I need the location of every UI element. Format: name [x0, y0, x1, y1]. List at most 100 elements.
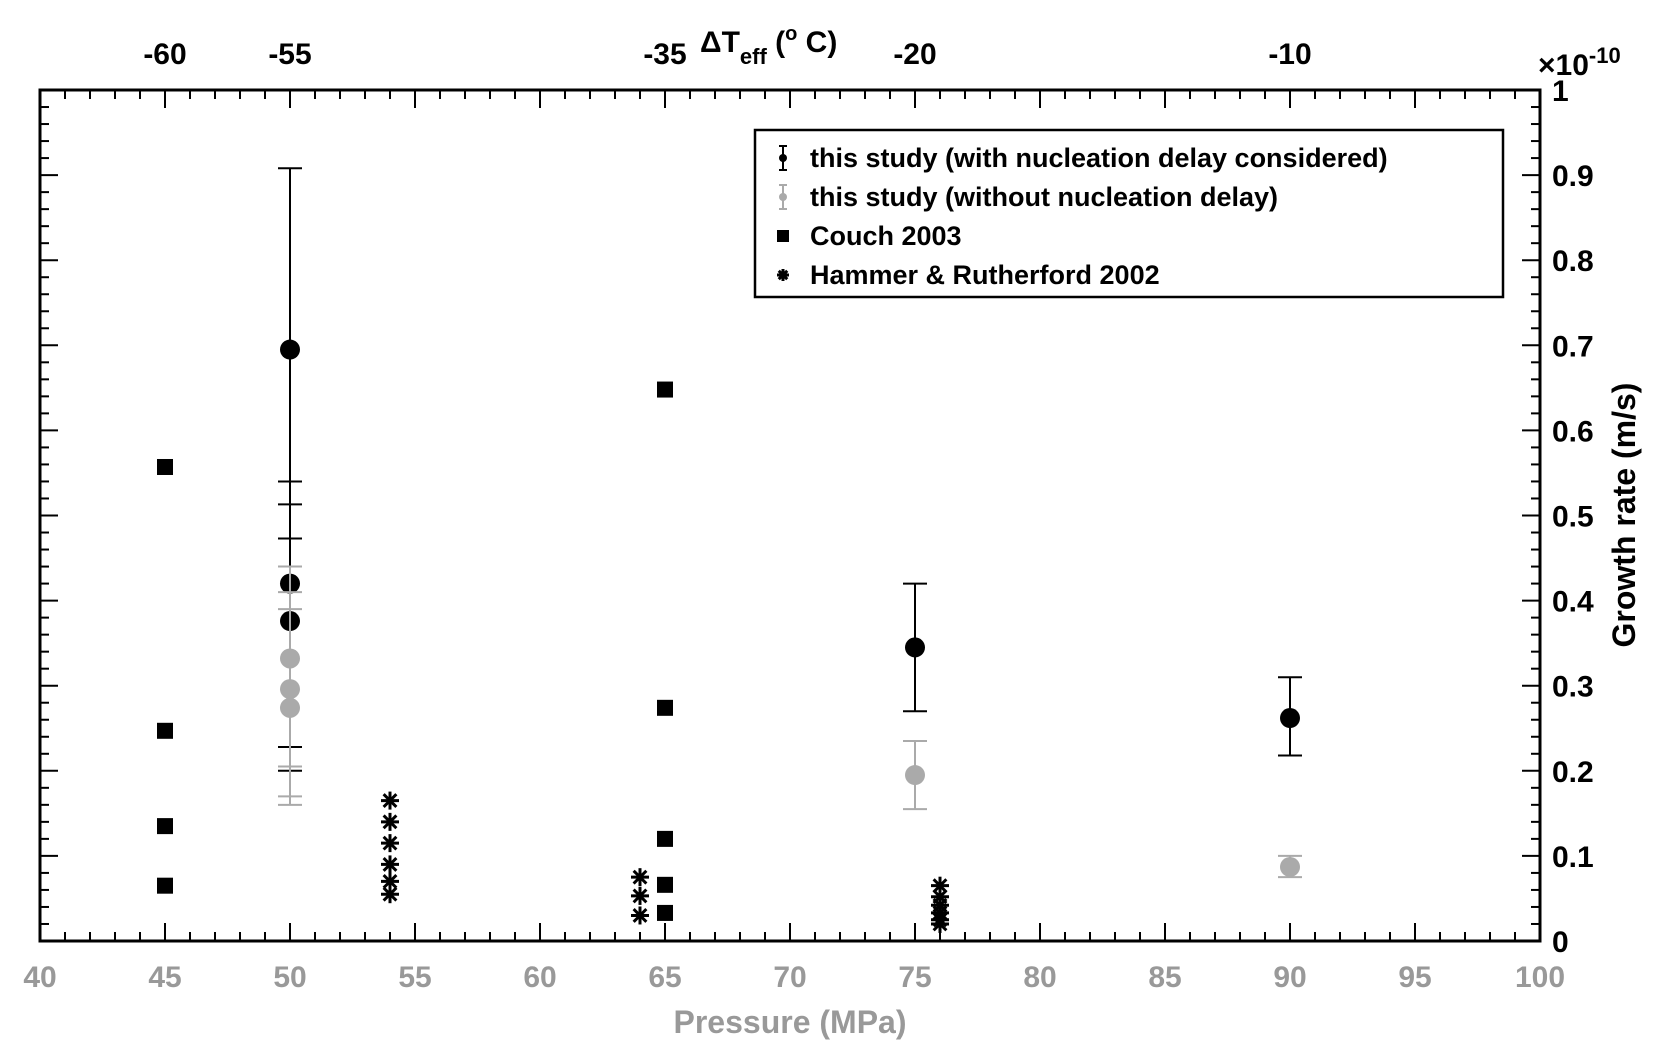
legend-label: this study (without nucleation delay) — [810, 182, 1278, 212]
legend-label: Hammer & Rutherford 2002 — [810, 260, 1160, 290]
data-point — [381, 812, 399, 831]
y-tick-labels: 0 0.1 0.2 0.3 0.4 0.5 0.6 0.7 0.8 0.9 1 — [1552, 75, 1594, 959]
top-tick-label: -10 — [1268, 38, 1311, 71]
asterisk-stroke — [382, 886, 398, 902]
y-tick-label: 0.2 — [1552, 756, 1594, 789]
legend-label: Couch 2003 — [810, 221, 962, 251]
series-2 — [278, 565, 1302, 879]
data-point — [631, 886, 649, 905]
top-axis-label-main: ΔT — [700, 26, 740, 59]
asterisk-stroke — [632, 888, 648, 904]
x-tick-label: 70 — [773, 961, 806, 994]
data-point — [280, 339, 300, 360]
asterisk-stroke — [932, 916, 948, 932]
legend-item: this study (without nucleation delay) — [779, 182, 1278, 212]
data-point — [931, 914, 949, 933]
x-tick-label: 80 — [1023, 961, 1056, 994]
data-point — [657, 904, 673, 921]
legend-marker — [779, 193, 787, 201]
legend: this study (with nucleation delay consid… — [753, 128, 1505, 299]
x-tick-label: 40 — [23, 961, 56, 994]
top-axis-label-close: C) — [797, 26, 837, 59]
x-tick-label: 90 — [1273, 961, 1306, 994]
top-axis-label-open: ( — [767, 26, 785, 59]
x-tick-label: 75 — [898, 961, 931, 994]
series-3 — [157, 381, 673, 921]
y-multiplier: ×10-10 — [1538, 43, 1621, 82]
data-point — [631, 868, 649, 887]
legend-marker — [777, 230, 789, 242]
x-tick-label: 95 — [1398, 961, 1431, 994]
legend-item: Hammer & Rutherford 2002 — [777, 260, 1160, 290]
data-point — [381, 791, 399, 810]
top-tick-label: -20 — [893, 38, 936, 71]
x-tick-label: 55 — [398, 961, 431, 994]
legend-items: this study (with nucleation delay consid… — [777, 143, 1388, 290]
y-multiplier-base: ×10 — [1538, 49, 1589, 82]
y-tick-label: 0.3 — [1552, 671, 1594, 704]
asterisk-stroke — [382, 874, 398, 889]
top-tick-label: -60 — [143, 38, 186, 71]
data-layer — [157, 167, 1302, 933]
asterisk-stroke — [777, 269, 789, 281]
y-tick-label: 1 — [1552, 75, 1569, 108]
asterisk-stroke — [382, 856, 398, 872]
x-tick-label: 45 — [148, 961, 181, 994]
data-point — [657, 699, 673, 716]
data-point — [905, 637, 925, 658]
legend-marker — [779, 154, 787, 162]
data-point — [157, 722, 173, 739]
y-tick-label: 0.1 — [1552, 841, 1594, 874]
y-tick-label: 0.7 — [1552, 330, 1594, 363]
legend-marker — [777, 269, 789, 281]
data-point — [381, 855, 399, 874]
y-multiplier-exponent: -10 — [1589, 43, 1621, 68]
legend-item: Couch 2003 — [777, 221, 962, 251]
data-point — [631, 906, 649, 925]
data-point — [157, 818, 173, 835]
data-point — [280, 697, 300, 718]
data-point — [905, 765, 925, 786]
asterisk-stroke — [932, 878, 948, 894]
top-tick-label: -55 — [268, 38, 311, 71]
data-point — [381, 885, 399, 904]
x-tick-label: 60 — [523, 961, 556, 994]
asterisk-stroke — [382, 814, 398, 830]
data-point — [381, 834, 399, 853]
y-tick-label: 0.8 — [1552, 245, 1594, 278]
asterisk-stroke — [382, 793, 398, 809]
asterisk-stroke — [632, 908, 648, 923]
x-tick-label: 85 — [1148, 961, 1181, 994]
y-tick-label: 0.6 — [1552, 415, 1594, 448]
data-point — [657, 876, 673, 893]
y-axis-label: Growth rate (m/s) — [1606, 383, 1642, 648]
axis-ticks — [39, 89, 1541, 942]
x-tick-label: 100 — [1515, 961, 1565, 994]
data-point — [157, 877, 173, 894]
y-tick-label: 0.5 — [1552, 501, 1594, 534]
x-tick-labels: 40 45 50 55 60 65 70 75 80 85 90 95 100 — [23, 961, 1565, 994]
legend-item: this study (with nucleation delay consid… — [779, 143, 1388, 173]
y-tick-label: 0.9 — [1552, 160, 1594, 193]
y-tick-label: 0 — [1552, 926, 1569, 959]
x-tick-label: 65 — [648, 961, 681, 994]
x-tick-label: 50 — [273, 961, 306, 994]
data-point — [157, 458, 173, 475]
legend-box — [753, 128, 1505, 299]
top-tick-labels: -60 -55 -35 -20 -10 — [143, 38, 1311, 71]
top-axis-label: ΔTeff (o C) — [700, 23, 837, 69]
x-axis-label: Pressure (MPa) — [674, 1004, 907, 1040]
asterisk-stroke — [632, 869, 648, 885]
top-tick-label: -35 — [643, 38, 686, 71]
asterisk-stroke — [382, 835, 398, 851]
data-point — [1280, 708, 1300, 729]
legend-label: this study (with nucleation delay consid… — [810, 143, 1388, 173]
top-axis-label-sub: eff — [740, 44, 768, 69]
data-point — [657, 381, 673, 398]
data-point — [657, 830, 673, 847]
y-tick-label: 0.4 — [1552, 586, 1594, 619]
data-point — [1280, 856, 1300, 877]
series-4 — [381, 791, 949, 933]
top-axis-label-sup: o — [785, 23, 797, 45]
